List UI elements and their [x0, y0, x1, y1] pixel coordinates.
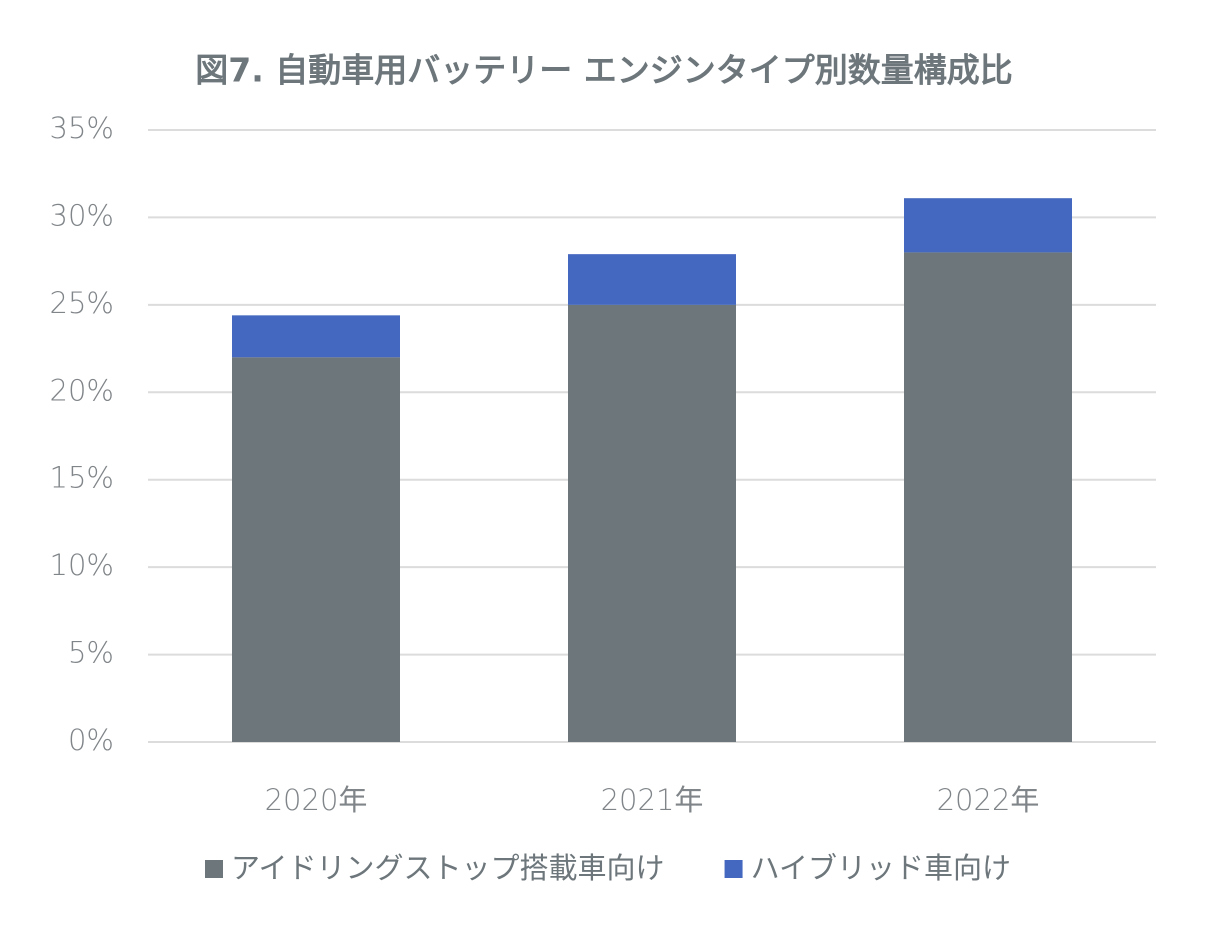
legend-swatch	[205, 860, 223, 878]
y-tick-label: 20%	[50, 373, 114, 407]
x-tick-label: 2021年	[601, 783, 704, 817]
y-tick-label: 30%	[50, 198, 114, 232]
bar-segment	[232, 315, 400, 358]
bar-segment	[568, 304, 736, 742]
bar-segment	[232, 357, 400, 742]
y-tick-label: 35%	[50, 111, 114, 145]
legend-label: ハイブリッド車向け	[751, 851, 1011, 885]
y-tick-label: 15%	[50, 461, 114, 495]
y-tick-label: 10%	[50, 548, 114, 582]
x-tick-label: 2022年	[937, 783, 1040, 817]
y-tick-label: 5%	[68, 636, 114, 670]
y-tick-label: 25%	[50, 286, 114, 320]
y-tick-label: 0%	[68, 723, 114, 757]
bar-segment	[568, 254, 736, 305]
x-tick-label: 2020年	[265, 783, 368, 817]
bar-segment	[904, 252, 1072, 742]
chart-title: 図7. 自動車用バッテリー エンジンタイプ別数量構成比	[195, 51, 1012, 90]
legend-label: アイドリングストップ搭載車向け	[231, 851, 665, 885]
legend-swatch	[724, 860, 743, 878]
bar-segment	[904, 198, 1072, 253]
